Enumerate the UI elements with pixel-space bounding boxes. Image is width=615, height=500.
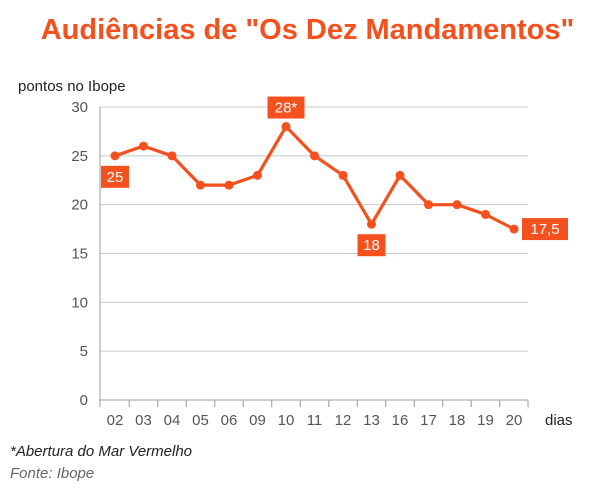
data-label-25: 25: [101, 165, 129, 188]
y-tick-30: 30: [71, 99, 88, 116]
data-label-box: [357, 234, 386, 257]
y-tick-0: 0: [80, 392, 88, 409]
x-tick-11: 11: [307, 412, 323, 429]
source-note: Fonte: Ibope: [10, 465, 95, 482]
data-point-11: [310, 151, 319, 161]
data-label-box: [267, 96, 305, 119]
data-point-05: [196, 180, 205, 190]
data-label-box: [522, 218, 568, 241]
data-label-18: 18: [357, 234, 386, 257]
data-points: [110, 122, 519, 234]
x-tick-17: 17: [420, 412, 437, 429]
data-label-text: 17,5: [530, 221, 559, 238]
x-tick-labels: 02 03 04 05 06 09 10 11 12 13 16 17 18 19 20: [99, 400, 529, 429]
y-tick-10: 10: [71, 294, 88, 311]
data-point-09: [253, 170, 262, 180]
data-label-text: 25: [107, 169, 124, 186]
x-tick-19: 19: [477, 412, 494, 429]
footnote: *Abertura do Mar Vermelho: [10, 443, 193, 460]
y-tick-25: 25: [71, 148, 88, 165]
data-point-19: [481, 209, 490, 219]
chart-title: Audiências de "Os Dez Mandamentos": [40, 14, 575, 46]
x-tick-03: 03: [135, 412, 152, 429]
x-tick-12: 12: [335, 412, 352, 429]
data-point-20: [509, 224, 519, 234]
y-axis-label: pontos no Ibope: [18, 78, 126, 95]
x-axis-label: dias: [545, 412, 573, 429]
data-point-06: [224, 180, 234, 190]
data-point-13: [367, 219, 376, 229]
x-tick-10: 10: [278, 412, 295, 429]
x-tick-18: 18: [449, 412, 466, 429]
data-point-03: [139, 141, 148, 151]
data-point-02: [110, 151, 120, 161]
y-tick-20: 20: [71, 197, 88, 214]
data-point-16: [395, 170, 405, 180]
x-tick-04: 04: [164, 412, 181, 429]
data-point-12: [338, 170, 348, 180]
series-line: [113, 124, 516, 231]
data-point-10: [281, 122, 291, 132]
y-tick-15: 15: [71, 246, 88, 263]
data-point-17: [424, 200, 433, 210]
x-tick-16: 16: [392, 412, 409, 429]
x-tick-09: 09: [249, 412, 266, 429]
data-label-text: 28*: [275, 100, 298, 117]
data-point-18: [452, 200, 462, 210]
x-tick-13: 13: [363, 412, 380, 429]
x-tick-20: 20: [506, 412, 523, 429]
data-label-17,5: 17,5: [522, 218, 568, 241]
series-line-path: [113, 124, 516, 231]
y-tick-5: 5: [80, 343, 88, 360]
x-tick-06: 06: [221, 412, 238, 429]
data-labels: 25 28* 18 17,5: [101, 96, 568, 257]
x-tick-05: 05: [192, 412, 209, 429]
data-label-text: 18: [363, 237, 380, 254]
x-tick-02: 02: [107, 412, 124, 429]
data-point-04: [167, 151, 177, 161]
grid-lines: [99, 106, 528, 401]
data-label-box: [101, 165, 129, 188]
data-label-28*: 28*: [267, 96, 305, 119]
y-tick-labels: 0 5 10 15 20 25 30: [71, 99, 88, 409]
